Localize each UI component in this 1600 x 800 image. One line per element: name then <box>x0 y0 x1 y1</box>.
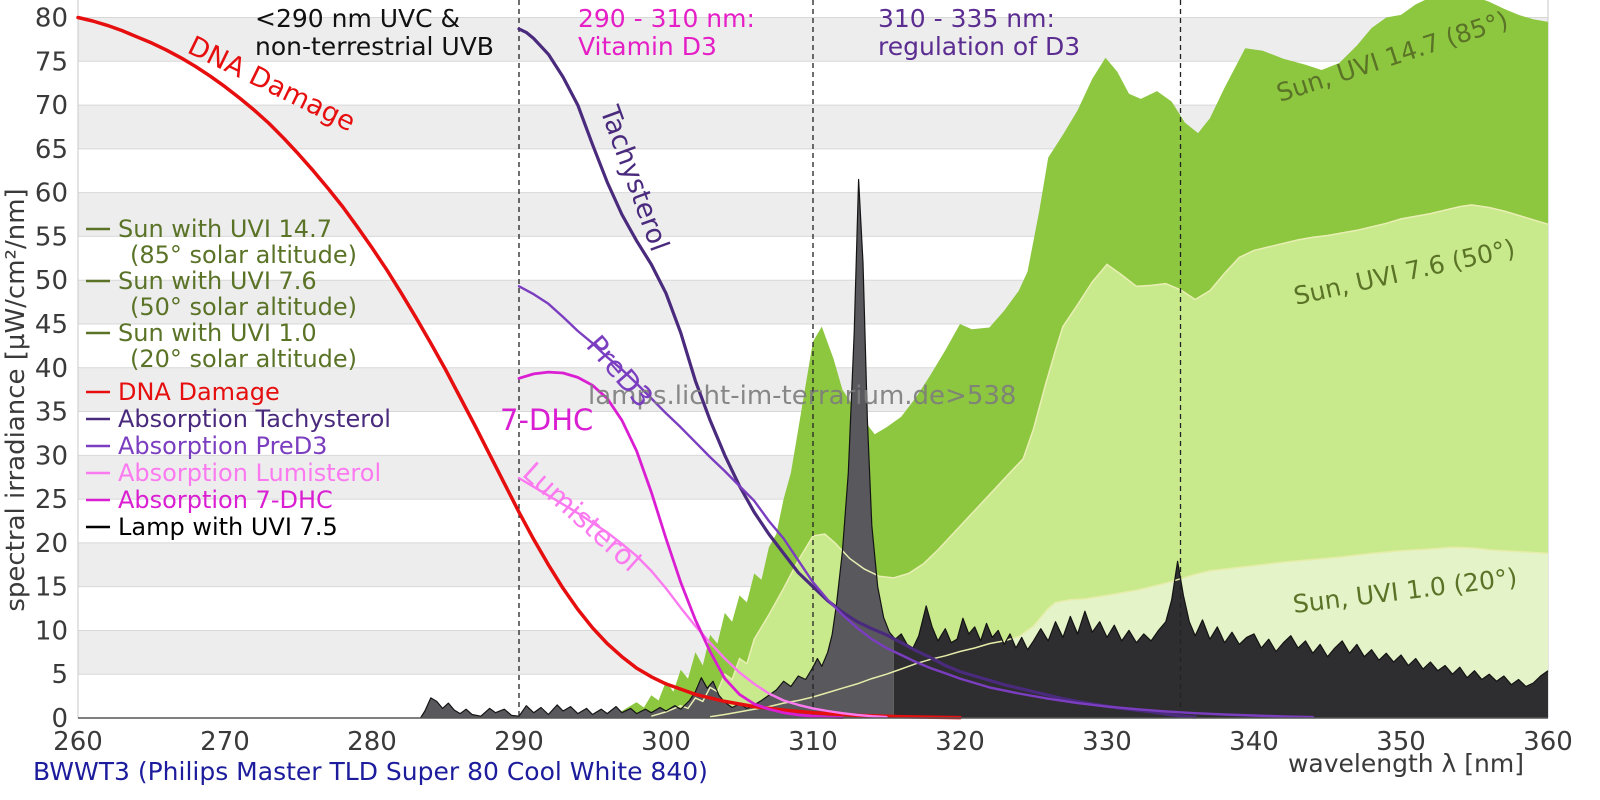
y-axis-tick-label: 40 <box>35 354 68 384</box>
legend-label-4: Absorption Tachysterol <box>118 405 391 433</box>
y-axis-tick-label: 75 <box>35 47 68 77</box>
y-axis-tick-label: 80 <box>35 4 68 34</box>
edge-sun-uvi-1-0 <box>709 546 1549 718</box>
x-axis-tick-label: 260 <box>53 727 103 757</box>
annotation-vitd3-line2: Vitamin D3 <box>578 32 717 61</box>
y-axis-tick-label: 10 <box>35 616 68 646</box>
y-axis-tick-label: 35 <box>35 398 68 428</box>
curve-dna-damage <box>76 15 962 720</box>
x-axis-tick-label: 330 <box>1082 727 1132 757</box>
watermark-text: lamps.licht-im-terrarium.de>538 <box>588 381 1016 411</box>
y-axis-tick-label: 50 <box>35 266 68 296</box>
y-axis-tick-label: 70 <box>35 91 68 121</box>
legend-label-7: Absorption 7-DHC <box>118 486 333 514</box>
x-axis-tick-label: 300 <box>641 727 691 757</box>
lamp-outline <box>419 178 1549 719</box>
legend-label-6: Absorption Lumisterol <box>118 459 381 487</box>
annotation-uvc-line2: non-terrestrial UVB <box>255 32 494 61</box>
y-axis-tick-label: 60 <box>35 179 68 209</box>
annotation-vitd3-line1: 290 - 310 nm: <box>578 4 755 33</box>
x-axis-label: wavelength λ [nm] <box>1288 749 1524 778</box>
area-lamp <box>893 561 1548 718</box>
y-axis-label: spectral irradiance [µW/cm²/nm] <box>1 188 31 611</box>
legend-sublabel-2: (20° solar altitude) <box>130 345 357 373</box>
y-axis-tick-label: 55 <box>35 222 68 252</box>
legend-sublabel-0: (85° solar altitude) <box>130 241 357 269</box>
x-axis-tick-label: 310 <box>788 727 838 757</box>
y-axis-tick-label: 30 <box>35 441 68 471</box>
y-axis-tick-label: 0 <box>51 704 68 734</box>
x-axis-tick-label: 360 <box>1523 727 1573 757</box>
legend-sublabel-1: (50° solar altitude) <box>130 293 357 321</box>
x-axis-tick-label: 270 <box>200 727 250 757</box>
x-axis-tick-label: 320 <box>935 727 985 757</box>
annotation-regulation-line1: 310 - 335 nm: <box>878 4 1055 33</box>
y-axis-tick-label: 15 <box>35 573 68 603</box>
chart-title: BWWT3 (Philips Master TLD Super 80 Cool … <box>33 757 708 786</box>
legend-label-8: Lamp with UVI 7.5 <box>118 513 338 541</box>
legend-label-1: Sun with UVI 7.6 <box>118 267 317 295</box>
y-axis-tick-label: 65 <box>35 135 68 165</box>
y-axis-tick-label: 5 <box>51 660 68 690</box>
y-axis-tick-label: 25 <box>35 485 68 515</box>
legend-label-3: DNA Damage <box>118 378 280 406</box>
x-axis-tick-label: 290 <box>494 727 544 757</box>
legend-label-0: Sun with UVI 14.7 <box>118 215 332 243</box>
curve-7dhc <box>517 370 844 719</box>
annotation-uvc-line1: <290 nm UVC & <box>255 4 460 33</box>
annotation-regulation-line2: regulation of D3 <box>878 32 1080 61</box>
curve-tachysterol <box>517 27 1197 719</box>
legend-label-2: Sun with UVI 1.0 <box>118 319 317 347</box>
curve-label-7dhc: 7-DHC <box>500 403 593 437</box>
curve-pred3 <box>517 285 1314 719</box>
x-axis-tick-label: 350 <box>1376 727 1426 757</box>
edge-sun-uvi-7-6 <box>651 204 1549 717</box>
y-axis-tick-label: 20 <box>35 529 68 559</box>
y-axis-tick-label: 45 <box>35 310 68 340</box>
x-axis-tick-label: 340 <box>1229 727 1279 757</box>
x-axis-tick-label: 280 <box>347 727 397 757</box>
legend-label-5: Absorption PreD3 <box>118 432 327 460</box>
area-lamp-uvb-highlight <box>420 179 894 718</box>
